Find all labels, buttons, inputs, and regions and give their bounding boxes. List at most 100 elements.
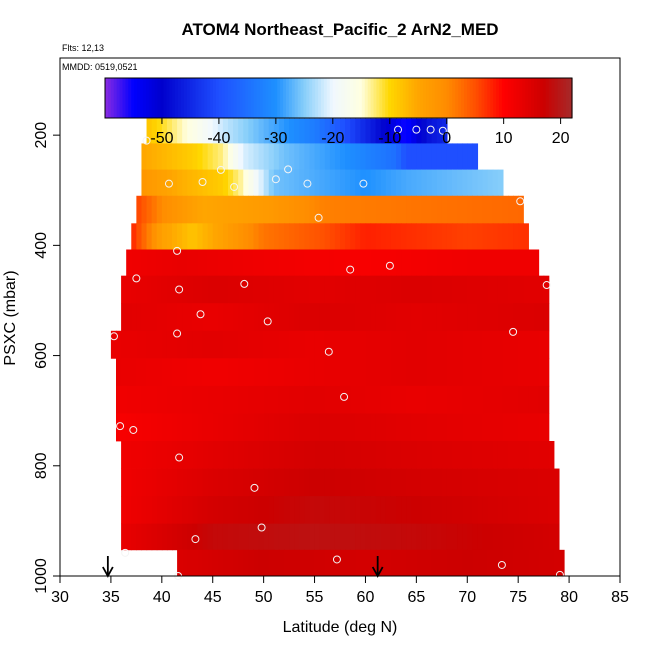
heatmap-cell bbox=[513, 468, 519, 497]
heatmap-cell bbox=[426, 195, 433, 224]
heatmap-cell bbox=[166, 523, 173, 551]
colorbar-cell bbox=[534, 78, 538, 118]
heatmap-cell bbox=[136, 440, 143, 469]
sample-point bbox=[542, 281, 551, 290]
sample-point bbox=[314, 213, 323, 222]
heatmap-cell bbox=[518, 358, 524, 387]
heatmap-cell bbox=[416, 413, 423, 442]
heatmap-cell bbox=[187, 330, 193, 359]
heatmap-cell bbox=[345, 385, 351, 414]
heatmap-cell bbox=[324, 440, 331, 469]
heatmap-cell bbox=[497, 330, 504, 359]
heatmap-cell bbox=[166, 143, 173, 170]
heatmap-cell bbox=[207, 440, 214, 469]
heatmap-cell bbox=[172, 496, 178, 525]
heatmap-cell bbox=[207, 143, 214, 170]
heatmap-cell bbox=[406, 223, 412, 250]
heatmap-cell bbox=[385, 223, 392, 250]
heatmap-cell bbox=[492, 549, 499, 577]
heatmap-cell bbox=[446, 303, 453, 332]
heatmap-cell bbox=[284, 118, 290, 144]
heatmap-cell bbox=[446, 496, 453, 525]
heatmap-cell bbox=[340, 440, 346, 469]
sample-point bbox=[426, 125, 435, 134]
heatmap-cell bbox=[340, 275, 346, 304]
heatmap-cell bbox=[192, 223, 199, 250]
colorbar-cell bbox=[370, 78, 375, 118]
heatmap-cell bbox=[268, 358, 275, 387]
heatmap-cell bbox=[350, 275, 356, 304]
heatmap-cell bbox=[212, 549, 219, 577]
heatmap-cell bbox=[350, 249, 356, 277]
heatmap-cell bbox=[497, 468, 504, 497]
heatmap-cell bbox=[396, 549, 402, 577]
heatmap-cell bbox=[441, 169, 448, 197]
heatmap-cell bbox=[141, 169, 148, 197]
heatmap-cell bbox=[513, 275, 519, 304]
heatmap-cell bbox=[166, 249, 173, 277]
colorbar-cell bbox=[420, 78, 424, 118]
heatmap-cell bbox=[452, 496, 458, 525]
heatmap-cell bbox=[523, 496, 529, 525]
heatmap-cell bbox=[278, 358, 285, 387]
heatmap-cell bbox=[436, 385, 443, 414]
heatmap-cell bbox=[401, 195, 407, 224]
heatmap-cell bbox=[467, 249, 473, 277]
heatmap-cell bbox=[462, 195, 468, 224]
heatmap-cell bbox=[161, 385, 168, 414]
heatmap-cell bbox=[187, 358, 193, 387]
heatmap-cell bbox=[238, 143, 244, 170]
heatmap-cell bbox=[436, 275, 443, 304]
heatmap-cell bbox=[273, 549, 280, 577]
heatmap-cell bbox=[314, 523, 321, 551]
heatmap-cell bbox=[151, 413, 158, 442]
heatmap-cell bbox=[345, 468, 351, 497]
heatmap-cell bbox=[508, 275, 514, 304]
heatmap-cell bbox=[284, 385, 290, 414]
x-tick-label: 45 bbox=[204, 589, 222, 606]
heatmap-cell bbox=[314, 358, 321, 387]
heatmap-band bbox=[141, 143, 479, 170]
heatmap-cell bbox=[477, 385, 484, 414]
heatmap-cell bbox=[294, 143, 300, 170]
heatmap-cell bbox=[380, 118, 387, 144]
heatmap-cell bbox=[233, 385, 239, 414]
heatmap-cell bbox=[222, 303, 229, 332]
heatmap-cell bbox=[309, 303, 316, 332]
heatmap-cell bbox=[126, 385, 132, 414]
heatmap-cell bbox=[406, 330, 412, 359]
heatmap-cell bbox=[299, 496, 305, 525]
heatmap-cell bbox=[151, 523, 158, 551]
heatmap-cell bbox=[396, 523, 402, 551]
heatmap-cell bbox=[365, 385, 372, 414]
heatmap-cell bbox=[375, 385, 382, 414]
heatmap-cell bbox=[294, 496, 300, 525]
heatmap-cell bbox=[411, 195, 417, 224]
colorbar-cell bbox=[294, 78, 299, 118]
heatmap-cell bbox=[324, 118, 331, 144]
heatmap-cell bbox=[126, 330, 132, 359]
heatmap-cell bbox=[121, 496, 127, 525]
heatmap-cell bbox=[304, 169, 311, 197]
heatmap-cell bbox=[202, 249, 209, 277]
heatmap-cell bbox=[197, 303, 204, 332]
heatmap-cell bbox=[411, 440, 417, 469]
heatmap-cell bbox=[243, 143, 249, 170]
heatmap-cell bbox=[161, 358, 168, 387]
heatmap-cell bbox=[243, 223, 249, 250]
heatmap-cell bbox=[309, 275, 316, 304]
heatmap-cell bbox=[304, 468, 311, 497]
heatmap-cell bbox=[375, 358, 382, 387]
heatmap-cell bbox=[177, 223, 183, 250]
heatmap-cell bbox=[462, 169, 468, 197]
heatmap-cell bbox=[421, 549, 428, 577]
heatmap-cell bbox=[126, 523, 132, 551]
heatmap-cell bbox=[309, 195, 316, 224]
heatmap-cell bbox=[492, 413, 499, 442]
heatmap-cell bbox=[426, 413, 433, 442]
heatmap-cell bbox=[380, 358, 387, 387]
heatmap-cell bbox=[182, 275, 188, 304]
heatmap-cell bbox=[278, 549, 285, 577]
heatmap-cell bbox=[441, 358, 448, 387]
heatmap-cell bbox=[182, 118, 188, 144]
